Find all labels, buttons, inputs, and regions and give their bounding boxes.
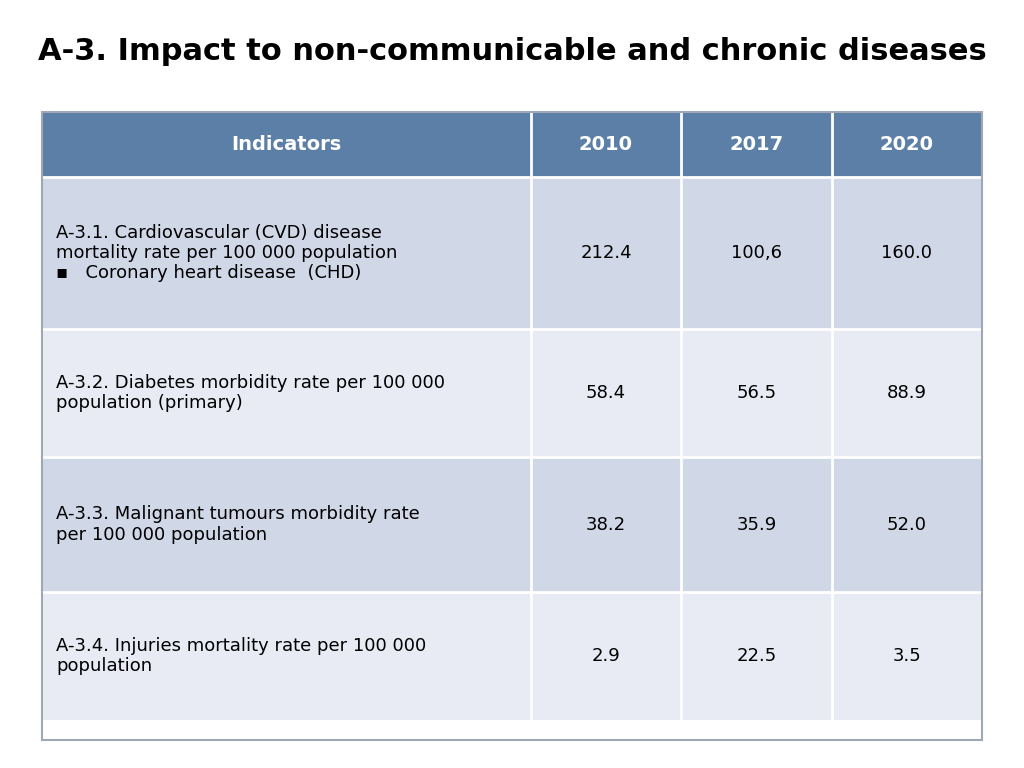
Text: population: population: [56, 657, 153, 675]
Text: 2.9: 2.9: [592, 647, 621, 665]
Text: 38.2: 38.2: [586, 515, 626, 534]
Text: A-3. Impact to non-communicable and chronic diseases: A-3. Impact to non-communicable and chro…: [38, 38, 986, 67]
Text: 88.9: 88.9: [887, 384, 927, 402]
Text: 22.5: 22.5: [736, 647, 776, 665]
Text: 58.4: 58.4: [586, 384, 626, 402]
Text: 212.4: 212.4: [581, 244, 632, 262]
Text: 52.0: 52.0: [887, 515, 927, 534]
Text: 160.0: 160.0: [882, 244, 932, 262]
Text: 2020: 2020: [880, 135, 934, 154]
Text: 100,6: 100,6: [731, 244, 782, 262]
Text: Indicators: Indicators: [231, 135, 342, 154]
Text: 35.9: 35.9: [736, 515, 776, 534]
Text: 2017: 2017: [729, 135, 783, 154]
Text: A-3.2. Diabetes morbidity rate per 100 000: A-3.2. Diabetes morbidity rate per 100 0…: [56, 374, 445, 392]
Text: 2010: 2010: [579, 135, 633, 154]
Text: 3.5: 3.5: [893, 647, 922, 665]
Text: 56.5: 56.5: [736, 384, 776, 402]
Text: mortality rate per 100 000 population: mortality rate per 100 000 population: [56, 244, 397, 262]
Text: population (primary): population (primary): [56, 394, 243, 412]
Text: per 100 000 population: per 100 000 population: [56, 525, 267, 544]
Text: ▪   Coronary heart disease  (CHD): ▪ Coronary heart disease (CHD): [56, 264, 361, 282]
Text: A-3.1. Cardiovascular (CVD) disease: A-3.1. Cardiovascular (CVD) disease: [56, 223, 382, 242]
Text: A-3.3. Malignant tumours morbidity rate: A-3.3. Malignant tumours morbidity rate: [56, 505, 420, 524]
Text: A-3.4. Injuries mortality rate per 100 000: A-3.4. Injuries mortality rate per 100 0…: [56, 637, 426, 655]
